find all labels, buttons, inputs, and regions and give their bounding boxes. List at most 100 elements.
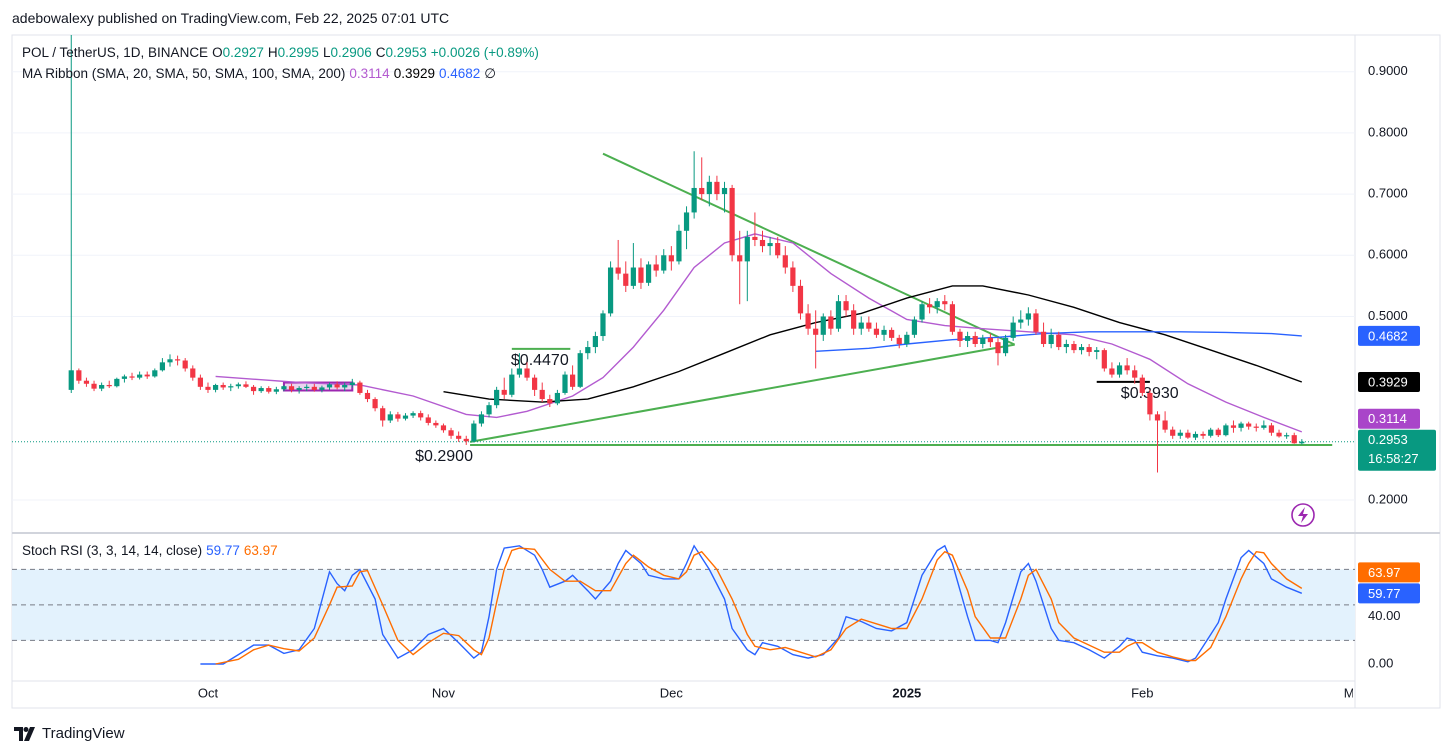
stoch-tick-label: 40.00 bbox=[1368, 608, 1401, 623]
y-tick-label: 0.5000 bbox=[1368, 308, 1408, 323]
drawing-label: $0.4470 bbox=[511, 352, 569, 369]
candle-body bbox=[190, 368, 196, 378]
candle-body bbox=[448, 430, 454, 436]
candle-body bbox=[144, 374, 150, 377]
stoch-value-box bbox=[1358, 562, 1420, 583]
ohlc-value: 0.2995 bbox=[277, 45, 319, 60]
candle-body bbox=[99, 384, 105, 389]
ohlc-key: O bbox=[212, 45, 223, 60]
ohlc-key: L bbox=[322, 45, 331, 60]
candle-body bbox=[357, 382, 363, 393]
candle-body bbox=[478, 414, 485, 424]
candle-body bbox=[759, 239, 766, 247]
ma-line bbox=[215, 233, 1303, 433]
candle-body bbox=[554, 392, 561, 404]
ma-value-label: 0.4682 bbox=[1368, 328, 1408, 343]
candle-body bbox=[1299, 441, 1305, 444]
stoch-pane bbox=[200, 544, 1303, 665]
candle-body bbox=[402, 415, 409, 419]
candle-body bbox=[889, 329, 895, 338]
candle-body bbox=[995, 342, 1001, 354]
candle-body bbox=[964, 336, 971, 341]
candle-body bbox=[775, 243, 781, 256]
candle-body bbox=[630, 267, 636, 286]
y-tick-label: 0.9000 bbox=[1368, 63, 1408, 78]
candle-body bbox=[273, 389, 279, 392]
drawing-label: $0.2900 bbox=[415, 448, 473, 465]
candle-body bbox=[281, 386, 287, 390]
candle-body bbox=[516, 368, 523, 375]
alert-icon[interactable] bbox=[1291, 503, 1315, 527]
ma-value-label: 0.3114 bbox=[1368, 411, 1407, 426]
candle-body bbox=[1284, 435, 1290, 437]
candle-body bbox=[942, 301, 948, 305]
stoch-background bbox=[12, 568, 1355, 641]
x-tick-label: 2025 bbox=[892, 685, 921, 700]
candle-body bbox=[1185, 432, 1191, 438]
candle-body bbox=[418, 413, 424, 418]
candle-body bbox=[562, 374, 568, 393]
candle-body bbox=[1018, 319, 1024, 323]
candle-body bbox=[873, 328, 880, 335]
candle-body bbox=[911, 319, 918, 335]
candle-body bbox=[866, 322, 872, 329]
candle-body bbox=[1230, 425, 1237, 428]
price-axis: 0.2000 0.5000 0.6000 0.7000 0.8000 0.9000 0.00… bbox=[1358, 63, 1436, 670]
candle-body bbox=[76, 370, 82, 381]
candle-body bbox=[600, 313, 606, 337]
candle-body bbox=[1162, 420, 1168, 430]
candle-body bbox=[1276, 432, 1282, 437]
candle-body bbox=[934, 301, 940, 308]
candle-body bbox=[1025, 313, 1031, 320]
candle-body bbox=[1238, 423, 1244, 428]
y-tick-label: 0.6000 bbox=[1368, 247, 1408, 262]
ma-value-label: 0.3929 bbox=[1368, 374, 1408, 389]
candle-body bbox=[615, 267, 621, 274]
candle-body bbox=[326, 384, 333, 388]
candle-body bbox=[159, 362, 166, 371]
candle-body bbox=[220, 384, 226, 388]
time-axis: Oct Nov Dec 2025 Feb Mar bbox=[198, 685, 1367, 700]
candle-body bbox=[471, 423, 477, 442]
candle-body bbox=[1139, 377, 1145, 393]
candle-body bbox=[1170, 429, 1176, 436]
ma-value-box bbox=[1358, 371, 1420, 392]
candle-body bbox=[433, 422, 439, 426]
grid bbox=[12, 71, 1355, 501]
candle-body bbox=[456, 435, 462, 439]
candle-body bbox=[1132, 370, 1138, 378]
frame bbox=[11, 34, 1441, 709]
candle-body bbox=[212, 384, 219, 390]
candle-body bbox=[987, 337, 993, 343]
candle-body bbox=[585, 347, 591, 354]
candle-body bbox=[592, 336, 598, 348]
candle-body bbox=[501, 389, 507, 395]
stoch-value-box bbox=[1358, 583, 1420, 604]
candle-body bbox=[174, 359, 181, 361]
candle-body bbox=[851, 310, 857, 329]
candle-body bbox=[607, 267, 614, 314]
candle-body bbox=[311, 386, 317, 390]
candle-body bbox=[1078, 347, 1085, 351]
candle-body bbox=[539, 389, 545, 400]
ohlc-value: 0.2953 bbox=[385, 45, 427, 60]
candle-body bbox=[1010, 322, 1016, 338]
x-tick-label: Mar bbox=[1344, 685, 1367, 700]
candle-body bbox=[744, 236, 750, 262]
candle-body bbox=[266, 388, 272, 392]
candle-body bbox=[372, 399, 378, 409]
candle-body bbox=[106, 384, 112, 387]
candle-body bbox=[1094, 350, 1100, 352]
candle-body bbox=[1116, 365, 1123, 375]
candle-body bbox=[121, 376, 128, 379]
candle-body bbox=[980, 337, 986, 344]
candle-body bbox=[653, 264, 659, 271]
candle-body bbox=[737, 255, 743, 262]
candle-body bbox=[569, 374, 576, 387]
candle-body bbox=[1215, 429, 1221, 436]
candle-body bbox=[258, 388, 264, 392]
indicator-value: 0.4682 bbox=[438, 66, 481, 81]
candle-body bbox=[752, 236, 758, 240]
candle-body bbox=[676, 230, 682, 262]
